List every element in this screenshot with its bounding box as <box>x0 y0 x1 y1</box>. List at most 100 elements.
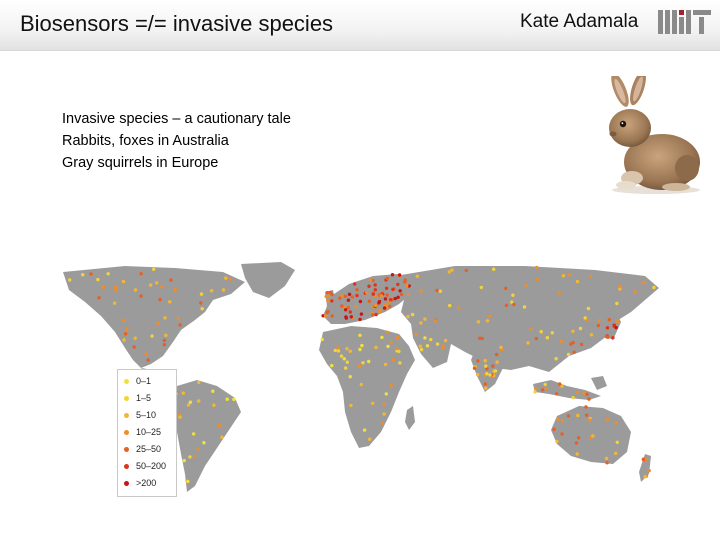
occurrence-dot <box>358 299 363 304</box>
occurrence-dot <box>348 310 352 314</box>
occurrence-dot <box>643 475 647 479</box>
occurrence-dot <box>132 345 136 349</box>
occurrence-dot <box>591 434 595 438</box>
occurrence-dot <box>181 391 185 395</box>
occurrence-dot <box>641 281 646 285</box>
occurrence-dot <box>386 344 390 349</box>
occurrence-dot <box>390 273 395 277</box>
occurrence-dot <box>385 276 389 281</box>
bullet-bold-term: Invasive species <box>62 111 169 127</box>
occurrence-dot <box>604 456 609 461</box>
occurrence-dot <box>330 363 334 368</box>
occurrence-dot <box>330 299 334 303</box>
occurrence-dot <box>367 359 371 364</box>
occurrence-dot <box>399 292 404 297</box>
occurrence-dot <box>348 349 352 353</box>
occurrence-dot <box>347 292 352 296</box>
occurrence-dot <box>576 413 580 418</box>
occurrence-dot <box>202 441 206 445</box>
occurrence-dot <box>393 296 397 301</box>
occurrence-dot <box>588 418 592 422</box>
occurrence-dot <box>158 297 162 302</box>
occurrence-dot <box>217 423 221 428</box>
occurrence-dot <box>384 392 388 396</box>
occurrence-dot <box>555 392 559 396</box>
bullet-invasive-species: Invasive species – a cautionary tale <box>62 108 291 130</box>
occurrence-dot <box>346 298 351 302</box>
occurrence-dot <box>475 372 480 377</box>
occurrence-dot <box>633 290 637 294</box>
occurrence-dot <box>597 318 601 323</box>
occurrence-dot <box>346 306 350 310</box>
occurrence-dot <box>385 302 389 307</box>
occurrence-dot <box>450 268 454 272</box>
occurrence-dot <box>188 455 192 459</box>
occurrence-dot <box>579 342 584 347</box>
occurrence-dot <box>535 277 539 281</box>
occurrence-dot <box>176 317 181 321</box>
occurrence-dot <box>325 290 330 295</box>
occurrence-dot <box>209 289 214 293</box>
occurrence-dot <box>177 412 181 417</box>
occurrence-dot <box>139 294 143 298</box>
occurrence-dot <box>533 390 537 394</box>
occurrence-dot <box>355 288 359 292</box>
legend-label: >200 <box>136 478 157 488</box>
occurrence-dot <box>228 277 232 281</box>
occurrence-dot <box>373 283 377 287</box>
occurrence-dot <box>605 461 609 465</box>
bullet-rabbits-foxes: Rabbits, foxes in Australia <box>62 133 229 149</box>
occurrence-dot <box>371 313 375 317</box>
occurrence-dot <box>321 314 325 318</box>
occurrence-dot <box>199 292 204 296</box>
occurrence-dot <box>186 479 190 484</box>
author-name: Kate Adamala <box>520 11 639 32</box>
occurrence-dot <box>438 289 442 293</box>
occurrence-dot <box>162 338 167 343</box>
occurrence-dot <box>152 267 156 271</box>
occurrence-dot <box>484 386 488 390</box>
occurrence-dot <box>574 441 579 445</box>
occurrence-dot <box>555 439 559 444</box>
occurrence-dot <box>554 357 558 361</box>
occurrence-dot <box>371 401 375 405</box>
occurrence-dot <box>97 296 101 300</box>
occurrence-dot <box>479 285 483 290</box>
legend-dot <box>124 463 129 469</box>
occurrence-dot <box>371 292 375 296</box>
legend-dot <box>124 446 129 452</box>
occurrence-dot <box>614 325 618 330</box>
occurrence-dot <box>336 349 341 353</box>
occurrence-dot <box>101 285 106 289</box>
occurrence-dot <box>345 347 349 351</box>
occurrence-dot <box>106 272 110 276</box>
occurrence-dot <box>188 400 193 404</box>
occurrence-dot <box>652 285 656 290</box>
occurrence-dot <box>495 360 499 364</box>
occurrence-dot <box>384 286 389 290</box>
occurrence-dot <box>566 352 571 357</box>
occurrence-dot <box>457 306 461 310</box>
occurrence-dot <box>326 298 330 303</box>
occurrence-dot <box>150 334 154 338</box>
legend-dot <box>124 395 129 401</box>
occurrence-dot <box>212 403 216 407</box>
occurrence-dot <box>398 289 402 293</box>
occurrence-dot <box>358 347 362 352</box>
occurrence-dot <box>122 338 126 342</box>
occurrence-dot <box>511 293 515 297</box>
occurrence-dot <box>616 319 620 324</box>
occurrence-dot <box>480 336 484 341</box>
occurrence-dot <box>647 468 651 473</box>
occurrence-dot <box>345 360 349 364</box>
occurrence-dot <box>534 336 538 341</box>
occurrence-dot <box>605 417 610 421</box>
occurrence-dot <box>575 279 580 284</box>
occurrence-dot <box>398 361 402 365</box>
occurrence-dot <box>149 283 153 287</box>
occurrence-dot <box>355 293 359 298</box>
occurrence-dot <box>540 388 545 392</box>
occurrence-dot <box>425 344 430 348</box>
occurrence-dot <box>414 332 418 337</box>
occurrence-dot <box>338 296 342 300</box>
